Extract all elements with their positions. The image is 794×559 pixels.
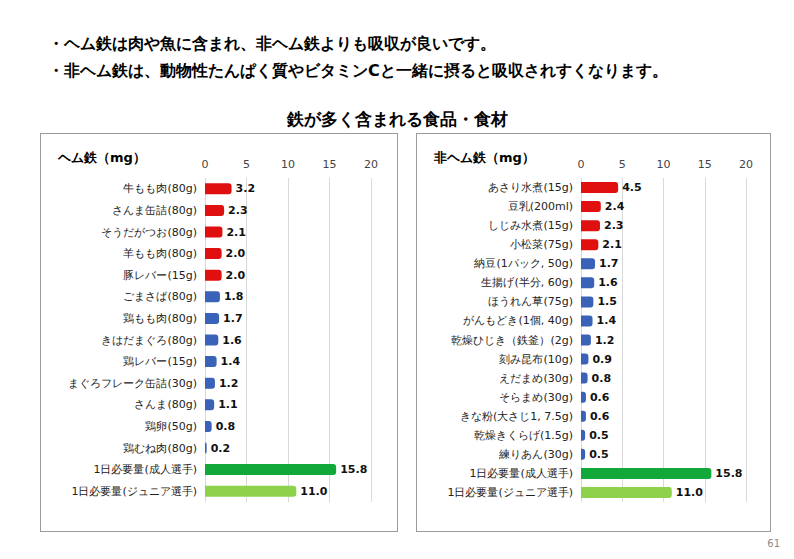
svg-text:1日必要量(成人選手): 1日必要量(成人選手) — [93, 463, 197, 476]
svg-text:さんま缶詰(80g): さんま缶詰(80g) — [112, 204, 197, 217]
svg-text:2.1: 2.1 — [602, 238, 622, 251]
svg-text:乾燥きくらげ(1.5g): 乾燥きくらげ(1.5g) — [474, 429, 573, 442]
svg-text:1.6: 1.6 — [598, 276, 618, 289]
svg-text:そらまめ(30g): そらまめ(30g) — [499, 391, 573, 404]
svg-text:納豆(1パック, 50g): 納豆(1パック, 50g) — [474, 257, 573, 270]
svg-text:11.0: 11.0 — [676, 486, 703, 499]
svg-text:まぐろフレーク缶詰(30g): まぐろフレーク缶詰(30g) — [68, 377, 197, 390]
svg-text:0.8: 0.8 — [592, 372, 612, 385]
svg-text:しじみ水煮(15g): しじみ水煮(15g) — [488, 219, 573, 232]
svg-text:0.5: 0.5 — [589, 448, 609, 461]
svg-text:そうだがつお(80g): そうだがつお(80g) — [101, 226, 197, 239]
svg-text:20: 20 — [364, 158, 378, 171]
svg-text:2.3: 2.3 — [228, 204, 248, 217]
svg-text:ほうれん草(75g): ほうれん草(75g) — [488, 295, 573, 308]
svg-text:0.2: 0.2 — [211, 442, 231, 455]
svg-text:0.9: 0.9 — [592, 353, 612, 366]
svg-text:10: 10 — [657, 158, 671, 171]
svg-text:1日必要量(ジュニア選手): 1日必要量(ジュニア選手) — [71, 485, 197, 498]
svg-text:2.0: 2.0 — [226, 269, 246, 282]
svg-text:0: 0 — [202, 158, 209, 171]
svg-text:生揚げ(半分, 60g): 生揚げ(半分, 60g) — [481, 276, 573, 289]
svg-text:鶏卵(50g): 鶏卵(50g) — [145, 420, 197, 433]
svg-text:1.5: 1.5 — [597, 295, 617, 308]
svg-text:羊もも肉(80g): 羊もも肉(80g) — [123, 247, 197, 260]
svg-text:えだまめ(30g): えだまめ(30g) — [499, 372, 573, 385]
svg-text:1.4: 1.4 — [221, 355, 241, 368]
svg-text:非ヘム鉄（mg）: 非ヘム鉄（mg） — [433, 150, 535, 165]
svg-text:5: 5 — [243, 158, 250, 171]
svg-text:1.2: 1.2 — [595, 334, 615, 347]
svg-text:がんもどき(1個, 40g): がんもどき(1個, 40g) — [463, 314, 573, 327]
svg-text:2.0: 2.0 — [226, 247, 246, 260]
svg-text:2.3: 2.3 — [604, 219, 624, 232]
svg-text:豆乳(200ml): 豆乳(200ml) — [508, 200, 573, 213]
svg-text:15: 15 — [323, 158, 337, 171]
html-text:鉄が多く含まれる食品・食材: 鉄が多く含まれる食品・食材 — [286, 109, 508, 129]
svg-text:0.5: 0.5 — [589, 429, 609, 442]
svg-text:あさり水煮(15g): あさり水煮(15g) — [488, 181, 573, 194]
svg-text:さんま(80g): さんま(80g) — [134, 398, 197, 411]
svg-text:0.8: 0.8 — [216, 420, 236, 433]
html-text:・ヘム鉄は肉や魚に含まれ、非ヘム鉄よりも吸収が良いです。: ・ヘム鉄は肉や魚に含まれ、非ヘム鉄よりも吸収が良いです。 — [48, 34, 496, 53]
svg-text:5: 5 — [619, 158, 626, 171]
svg-text:ごまさば(80g): ごまさば(80g) — [123, 290, 197, 303]
svg-text:きはだまぐろ(80g): きはだまぐろ(80g) — [101, 334, 197, 347]
svg-text:0: 0 — [578, 158, 585, 171]
svg-text:2.4: 2.4 — [605, 200, 625, 213]
svg-text:1.4: 1.4 — [597, 314, 617, 327]
html-text:・非ヘム鉄は、動物性たんぱく質やビタミンCと一緒に摂ると吸収: ・非ヘム鉄は、動物性たんぱく質やビタミンCと一緒に摂ると吸収されすくなります。 — [48, 61, 668, 80]
svg-text:1.1: 1.1 — [218, 398, 238, 411]
svg-text:乾燥ひじき（鉄釜）(2g): 乾燥ひじき（鉄釜）(2g) — [451, 334, 573, 347]
svg-text:15.8: 15.8 — [715, 467, 742, 480]
svg-text:きな粉(大さじ1, 7.5g): きな粉(大さじ1, 7.5g) — [460, 410, 573, 423]
svg-text:鶏レバー(15g): 鶏レバー(15g) — [123, 355, 197, 368]
svg-text:2.1: 2.1 — [226, 226, 246, 239]
svg-text:小松菜(75g): 小松菜(75g) — [510, 238, 573, 251]
svg-text:15.8: 15.8 — [340, 463, 367, 476]
svg-text:1日必要量(成人選手): 1日必要量(成人選手) — [469, 467, 573, 480]
svg-text:0.6: 0.6 — [590, 391, 610, 404]
svg-text:鶏むね肉(80g): 鶏むね肉(80g) — [123, 442, 197, 455]
svg-text:1日必要量(ジュニア選手): 1日必要量(ジュニア選手) — [447, 486, 573, 499]
svg-text:20: 20 — [739, 158, 753, 171]
svg-text:1.7: 1.7 — [223, 312, 243, 325]
svg-text:練りあん(30g): 練りあん(30g) — [498, 448, 573, 461]
svg-text:刻み昆布(10g): 刻み昆布(10g) — [499, 353, 573, 366]
svg-text:3.2: 3.2 — [236, 182, 256, 195]
svg-text:1.2: 1.2 — [219, 377, 239, 390]
svg-text:0.6: 0.6 — [590, 410, 610, 423]
svg-text:10: 10 — [281, 158, 295, 171]
svg-text:1.7: 1.7 — [599, 257, 619, 270]
svg-text:豚レバー(15g): 豚レバー(15g) — [123, 269, 197, 282]
svg-text:ヘム鉄（mg）: ヘム鉄（mg） — [57, 150, 146, 165]
svg-text:4.5: 4.5 — [622, 181, 642, 194]
svg-text:牛もも肉(80g): 牛もも肉(80g) — [123, 182, 197, 195]
svg-text:11.0: 11.0 — [300, 485, 327, 498]
svg-text:15: 15 — [698, 158, 712, 171]
html-text:61: 61 — [767, 538, 780, 549]
svg-text:1.6: 1.6 — [222, 334, 242, 347]
svg-text:1.8: 1.8 — [224, 290, 244, 303]
svg-text:鶏もも肉(80g): 鶏もも肉(80g) — [123, 312, 197, 325]
